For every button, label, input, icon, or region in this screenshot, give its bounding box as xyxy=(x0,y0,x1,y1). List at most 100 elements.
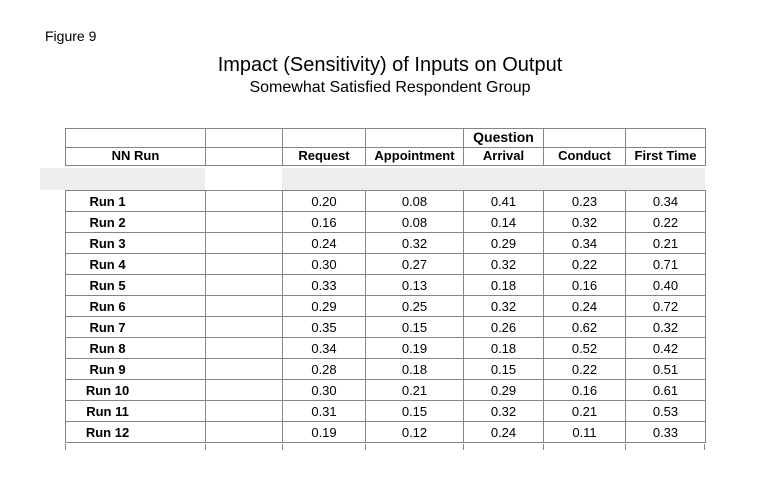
run-label: Run 11 xyxy=(65,400,206,422)
empty-cell xyxy=(205,274,283,296)
value-cell: 0.08 xyxy=(365,211,464,233)
value-cell: 0.23 xyxy=(543,190,626,212)
empty-cell xyxy=(205,316,283,338)
empty-cell xyxy=(282,128,366,148)
table-row: Run 3 0.24 0.32 0.29 0.34 0.21 xyxy=(65,232,706,254)
page-subtitle: Somewhat Satisfied Respondent Group xyxy=(249,79,531,96)
question-group-header: Question xyxy=(463,128,544,148)
value-cell: 0.32 xyxy=(463,295,544,317)
value-cell: 0.25 xyxy=(365,295,464,317)
empty-cell xyxy=(205,358,283,380)
value-cell: 0.29 xyxy=(463,379,544,401)
value-cell: 0.53 xyxy=(625,400,706,422)
value-cell: 0.11 xyxy=(543,421,626,443)
gridline-stub xyxy=(365,444,366,450)
value-cell: 0.27 xyxy=(365,253,464,275)
value-cell: 0.22 xyxy=(543,358,626,380)
value-cell: 0.15 xyxy=(365,400,464,422)
value-cell: 0.51 xyxy=(625,358,706,380)
run-label: Run 2 xyxy=(65,211,206,233)
value-cell: 0.15 xyxy=(463,358,544,380)
value-cell: 0.32 xyxy=(463,253,544,275)
value-cell: 0.08 xyxy=(365,190,464,212)
column-header-first-time: First Time xyxy=(625,147,706,166)
sensitivity-table-body: Run 1 0.20 0.08 0.41 0.23 0.34 Run 2 0.1… xyxy=(65,190,706,443)
value-cell: 0.35 xyxy=(282,316,366,338)
value-cell: 0.32 xyxy=(625,316,706,338)
gridline-stub xyxy=(65,444,66,450)
value-cell: 0.18 xyxy=(463,337,544,359)
empty-cell xyxy=(205,232,283,254)
value-cell: 0.14 xyxy=(463,211,544,233)
table-row: Run 6 0.29 0.25 0.32 0.24 0.72 xyxy=(65,295,706,317)
value-cell: 0.40 xyxy=(625,274,706,296)
empty-cell xyxy=(205,295,283,317)
empty-cell xyxy=(205,253,283,275)
value-cell: 0.31 xyxy=(282,400,366,422)
table-row: Run 9 0.28 0.18 0.15 0.22 0.51 xyxy=(65,358,706,380)
table-row: Run 2 0.16 0.08 0.14 0.32 0.22 xyxy=(65,211,706,233)
value-cell: 0.24 xyxy=(282,232,366,254)
value-cell: 0.13 xyxy=(365,274,464,296)
value-cell: 0.16 xyxy=(543,379,626,401)
value-cell: 0.41 xyxy=(463,190,544,212)
run-label: Run 7 xyxy=(65,316,206,338)
question-group-row: Question xyxy=(65,128,706,148)
run-label: Run 10 xyxy=(65,379,206,401)
value-cell: 0.72 xyxy=(625,295,706,317)
table-row: Run 1 0.20 0.08 0.41 0.23 0.34 xyxy=(65,190,706,212)
value-cell: 0.18 xyxy=(365,358,464,380)
empty-cell xyxy=(205,128,283,148)
value-cell: 0.15 xyxy=(365,316,464,338)
run-label: Run 3 xyxy=(65,232,206,254)
value-cell: 0.22 xyxy=(625,211,706,233)
empty-cell xyxy=(205,379,283,401)
shaded-spacer-row xyxy=(40,168,705,190)
run-label: Run 9 xyxy=(65,358,206,380)
empty-cell xyxy=(205,211,283,233)
gridline-stub xyxy=(543,444,544,450)
value-cell: 0.29 xyxy=(463,232,544,254)
value-cell: 0.24 xyxy=(543,295,626,317)
gridline-stub xyxy=(205,444,206,450)
value-cell: 0.22 xyxy=(543,253,626,275)
run-label: Run 12 xyxy=(65,421,206,443)
gridline-stub xyxy=(463,444,464,450)
value-cell: 0.32 xyxy=(365,232,464,254)
empty-cell xyxy=(205,337,283,359)
run-label: Run 4 xyxy=(65,253,206,275)
value-cell: 0.21 xyxy=(365,379,464,401)
empty-cell xyxy=(625,128,706,148)
value-cell: 0.12 xyxy=(365,421,464,443)
value-cell: 0.30 xyxy=(282,253,366,275)
value-cell: 0.34 xyxy=(543,232,626,254)
value-cell: 0.28 xyxy=(282,358,366,380)
empty-cell xyxy=(205,421,283,443)
value-cell: 0.21 xyxy=(543,400,626,422)
table-row: Run 12 0.19 0.12 0.24 0.11 0.33 xyxy=(65,421,706,443)
column-header-conduct: Conduct xyxy=(543,147,626,166)
value-cell: 0.16 xyxy=(282,211,366,233)
value-cell: 0.61 xyxy=(625,379,706,401)
run-label: Run 5 xyxy=(65,274,206,296)
value-cell: 0.20 xyxy=(282,190,366,212)
empty-cell xyxy=(205,190,283,212)
value-cell: 0.24 xyxy=(463,421,544,443)
table-row: Run 10 0.30 0.21 0.29 0.16 0.61 xyxy=(65,379,706,401)
value-cell: 0.19 xyxy=(282,421,366,443)
empty-cell xyxy=(65,128,206,148)
empty-cell xyxy=(205,400,283,422)
table-row: Run 5 0.33 0.13 0.18 0.16 0.40 xyxy=(65,274,706,296)
table-row: Run 11 0.31 0.15 0.32 0.21 0.53 xyxy=(65,400,706,422)
sensitivity-table-header: Question NN Run Request Appointment Arri… xyxy=(65,128,706,166)
value-cell: 0.29 xyxy=(282,295,366,317)
column-header-arrival: Arrival xyxy=(463,147,544,166)
table-row: Run 7 0.35 0.15 0.26 0.62 0.32 xyxy=(65,316,706,338)
value-cell: 0.42 xyxy=(625,337,706,359)
run-label: Run 1 xyxy=(65,190,206,212)
value-cell: 0.33 xyxy=(625,421,706,443)
value-cell: 0.34 xyxy=(625,190,706,212)
run-label: Run 6 xyxy=(65,295,206,317)
shaded-row-white-notch xyxy=(205,168,282,190)
table-row: Run 8 0.34 0.19 0.18 0.52 0.42 xyxy=(65,337,706,359)
